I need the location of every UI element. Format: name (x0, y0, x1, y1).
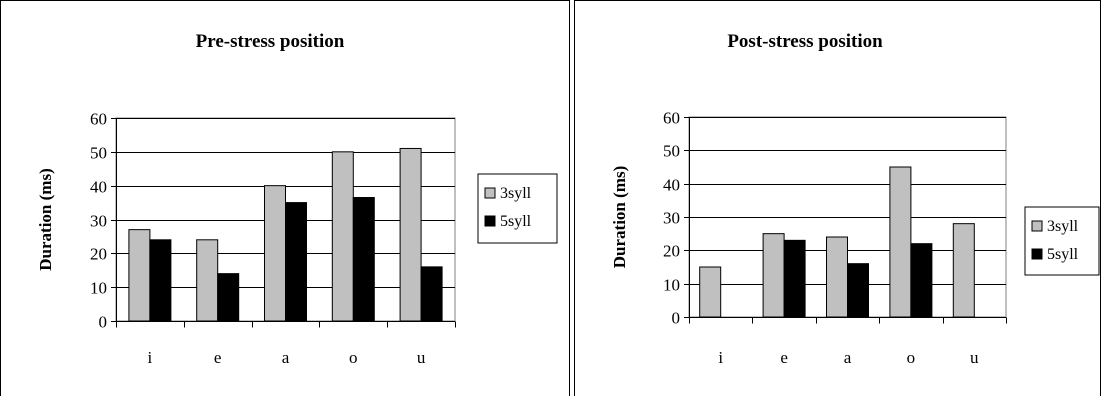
chart-title: Pre-stress position (196, 31, 345, 52)
bar-5syll-i (149, 239, 172, 322)
bar-3syll-o (331, 151, 354, 322)
legend-label: 5syll (500, 213, 532, 230)
legend-label: 5syll (1047, 246, 1079, 263)
y-tick-label: 30 (663, 209, 680, 228)
bar-3syll-e (196, 239, 219, 322)
y-tick-label: 10 (663, 276, 680, 295)
x-tick-label: e (780, 348, 788, 367)
bar-5syll-a (847, 263, 869, 318)
legend-swatch-3syll (1031, 220, 1043, 232)
bar-5syll-e (783, 239, 806, 318)
y-tick-label: 20 (90, 245, 107, 264)
x-tick-label: a (282, 348, 290, 367)
bar-3syll-i (699, 266, 722, 318)
y-tick-label: 40 (90, 178, 107, 197)
bar-3syll-o (889, 166, 912, 318)
y-tick-label: 50 (90, 144, 107, 163)
chart-pre-stress: Pre-stress position 0 10 20 30 40 50 60 i e a o u Dur… (0, 0, 570, 396)
legend-label: 3syll (500, 185, 532, 202)
y-tick-label: 60 (90, 110, 107, 129)
y-tick-label: 30 (90, 212, 107, 231)
legend: 3syll 5syll (477, 173, 558, 244)
y-axis-label: Duration (ms) (36, 168, 55, 270)
chart-svg-post-stress: Post-stress position 0 10 20 30 40 50 60 i e a o u Du… (574, 0, 1101, 396)
bar-5syll-e (217, 273, 240, 322)
x-tick-label: o (349, 348, 358, 367)
bar-3syll-a (826, 236, 848, 318)
x-tick-label: e (214, 348, 222, 367)
y-tick-label: 40 (663, 176, 680, 195)
chart-svg-pre-stress: Pre-stress position 0 10 20 30 40 50 60 i e a o u Dur… (0, 0, 570, 396)
x-tick-label: u (417, 348, 426, 367)
legend-swatch-5syll (1031, 248, 1043, 260)
y-tick-label: 20 (663, 242, 680, 261)
chart-post-stress: Post-stress position 0 10 20 30 40 50 60 i e a o u Du… (574, 0, 1101, 396)
legend-box (477, 173, 558, 244)
bar-3syll-e (762, 233, 785, 318)
x-tick-label: a (844, 348, 852, 367)
x-tick-label: u (970, 348, 979, 367)
bar-5syll-u (420, 266, 443, 322)
chart-title: Post-stress position (727, 31, 883, 52)
bar-3syll-i (128, 229, 151, 322)
bar-5syll-a (285, 202, 307, 322)
bar-3syll-u (952, 223, 975, 318)
y-axis-label: Duration (ms) (610, 166, 629, 268)
y-tick-label: 50 (663, 142, 680, 161)
y-tick-label: 10 (90, 279, 107, 298)
bar-5syll-o (352, 197, 375, 322)
x-tick-label: i (148, 348, 153, 367)
x-tick-label: i (718, 348, 723, 367)
legend-box (1024, 206, 1100, 276)
bar-3syll-u (399, 147, 422, 322)
legend: 3syll 5syll (1024, 206, 1100, 276)
bar-5syll-o (910, 243, 933, 318)
y-tick-label: 0 (672, 309, 681, 328)
y-tick-label: 60 (663, 109, 680, 128)
legend-swatch-3syll (484, 187, 496, 199)
y-tick-label: 0 (99, 313, 108, 332)
x-tick-label: o (907, 348, 916, 367)
legend-swatch-5syll (484, 215, 496, 227)
legend-label: 3syll (1047, 218, 1079, 235)
bar-3syll-a (264, 185, 286, 322)
